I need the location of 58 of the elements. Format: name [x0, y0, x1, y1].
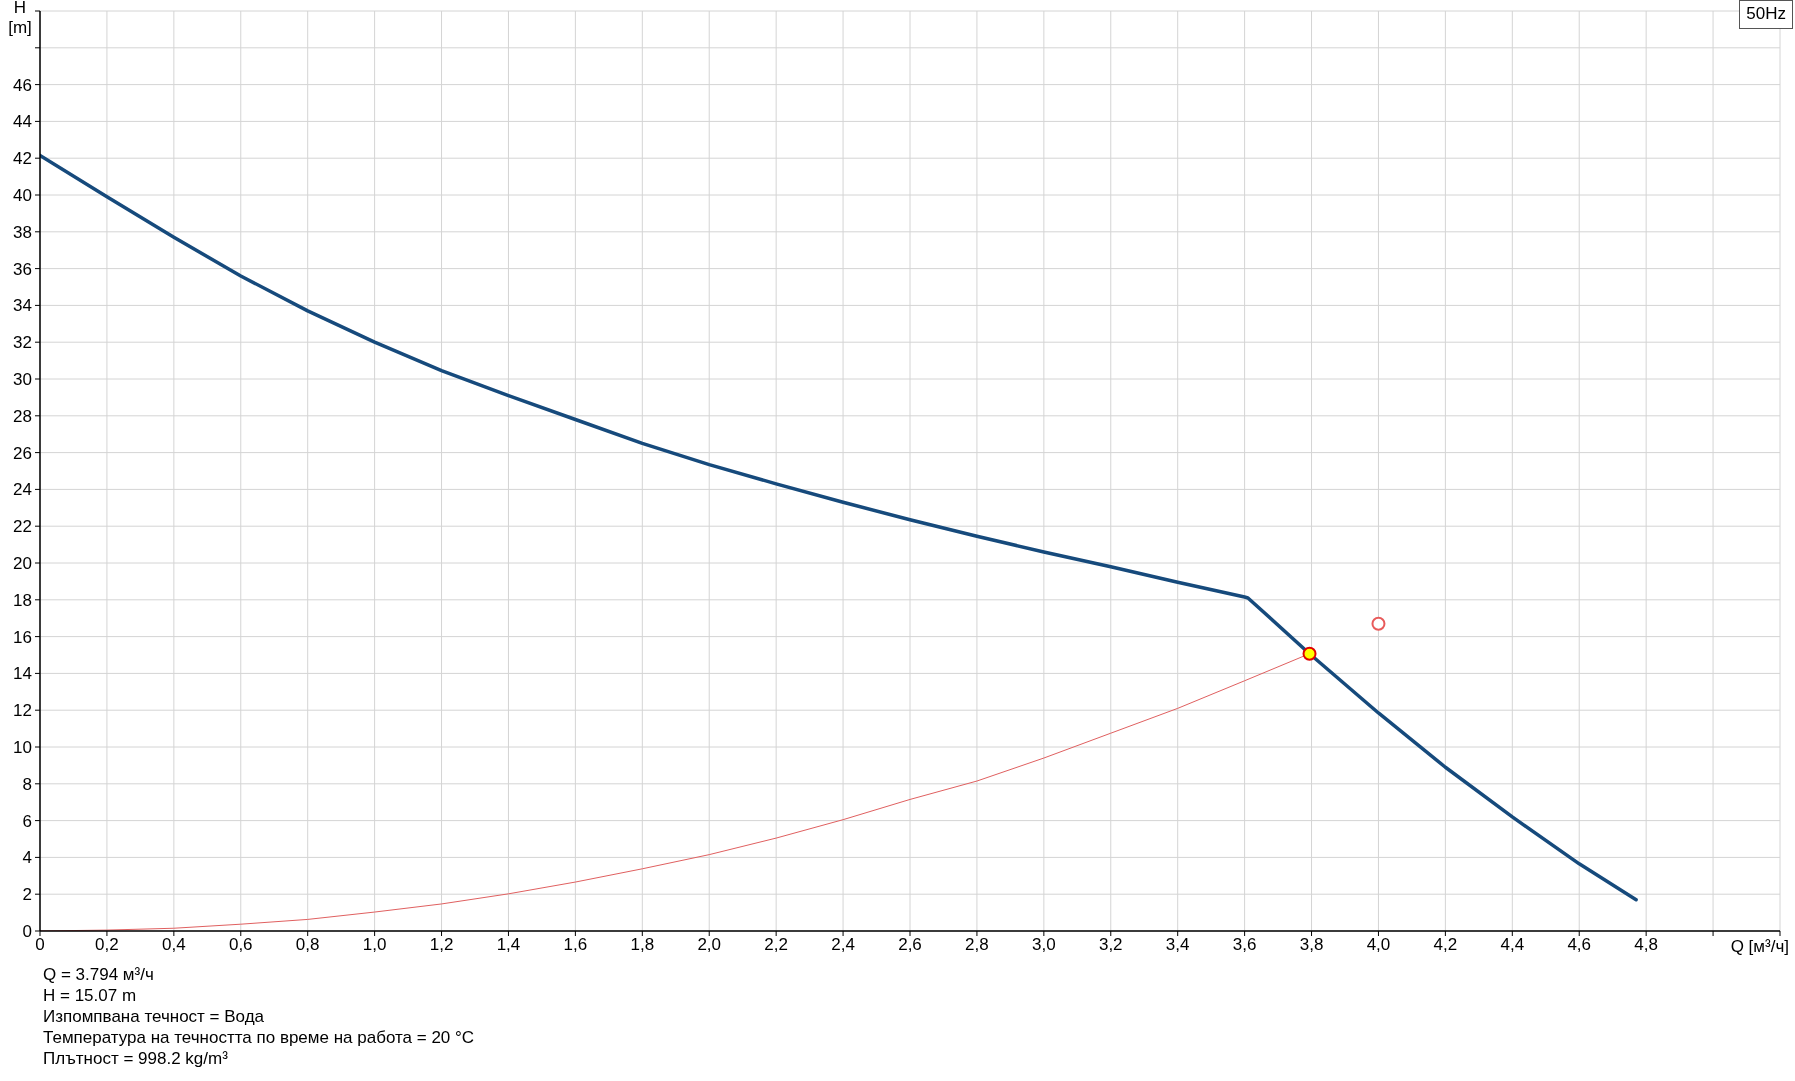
x-tick-label: 1,2	[429, 935, 454, 955]
y-tick-label: 38	[13, 222, 32, 242]
x-tick-label: 2,8	[965, 935, 989, 955]
line-series	[40, 153, 1638, 902]
x-tick-label: 4,4	[1500, 935, 1525, 955]
y-tick-label: 4	[22, 848, 32, 868]
y-tick-label: 34	[13, 296, 32, 316]
y-axis-title: H [m]	[7, 0, 33, 38]
x-tick-label: 2,0	[697, 935, 722, 955]
y-tick-label: 20	[13, 554, 32, 574]
x-tick-label: 3,0	[1032, 935, 1056, 955]
x-tick-label: 4,8	[1634, 935, 1658, 955]
text: Изпомпвана течност = Вода	[43, 1006, 266, 1027]
y-tick-label: 14	[13, 664, 32, 684]
x-tick-label: 3,8	[1299, 935, 1324, 955]
text: Температура на течността по време на работа = 20 °C	[43, 1027, 475, 1048]
x-tick-label: 4,6	[1567, 935, 1592, 955]
chart-title: 50Hz	[1739, 0, 1793, 29]
y-tick-label: 22	[13, 517, 32, 537]
x-tick-label: 0,8	[295, 935, 320, 955]
x-tick-label: 0	[35, 935, 45, 955]
text: Плътност = 998.2 kg/m³	[43, 1048, 229, 1069]
x-tick-label: 1,0	[362, 935, 387, 955]
x-tick-label: 1,4	[496, 935, 521, 955]
y-tick-label: 16	[13, 627, 32, 647]
y-tick-label: 42	[13, 149, 32, 169]
x-tick-label: 3,4	[1165, 935, 1190, 955]
text: Q = 3.794 м³/ч	[43, 964, 155, 985]
y-tick-label: 18	[13, 590, 32, 610]
y-tick-label: 24	[13, 480, 32, 500]
y-tick-label: 32	[13, 333, 32, 353]
x-tick-label: 4,2	[1433, 935, 1458, 955]
y-tick-label: 36	[13, 259, 32, 279]
y-tick-label: 0	[22, 922, 32, 942]
y-tick-label: 2	[22, 885, 32, 905]
x-tick-label: 0,6	[228, 935, 253, 955]
y-tick-label: 46	[13, 75, 32, 95]
y-tick-label: 6	[22, 811, 32, 831]
x-tick-label: 0,2	[95, 935, 119, 955]
x-tick-label: 0,4	[162, 935, 186, 955]
x-tick-label: 3,6	[1232, 935, 1257, 955]
y-tick-label: 30	[13, 370, 32, 390]
y-tick-label: 40	[13, 186, 32, 206]
x-tick-label: 2,2	[764, 935, 788, 955]
text: H = 15.07 m	[43, 985, 138, 1006]
x-tick-label: 1,6	[563, 935, 588, 955]
x-tick-label: 4,0	[1366, 935, 1391, 955]
y-tick-label: 44	[13, 112, 32, 132]
y-tick-label: 12	[13, 701, 32, 721]
x-axis-title: Q [м³/ч]	[1730, 937, 1789, 957]
y-tick-label: 28	[13, 406, 32, 426]
y-tick-label: 26	[13, 443, 32, 463]
x-tick-label: 2,4	[831, 935, 855, 955]
x-tick-label: 1,8	[630, 935, 655, 955]
y-tick-label: 8	[22, 774, 32, 794]
x-tick-label: 2,6	[898, 935, 922, 955]
x-tick-label: 3,2	[1098, 935, 1123, 955]
y-tick-label: 10	[13, 738, 32, 758]
